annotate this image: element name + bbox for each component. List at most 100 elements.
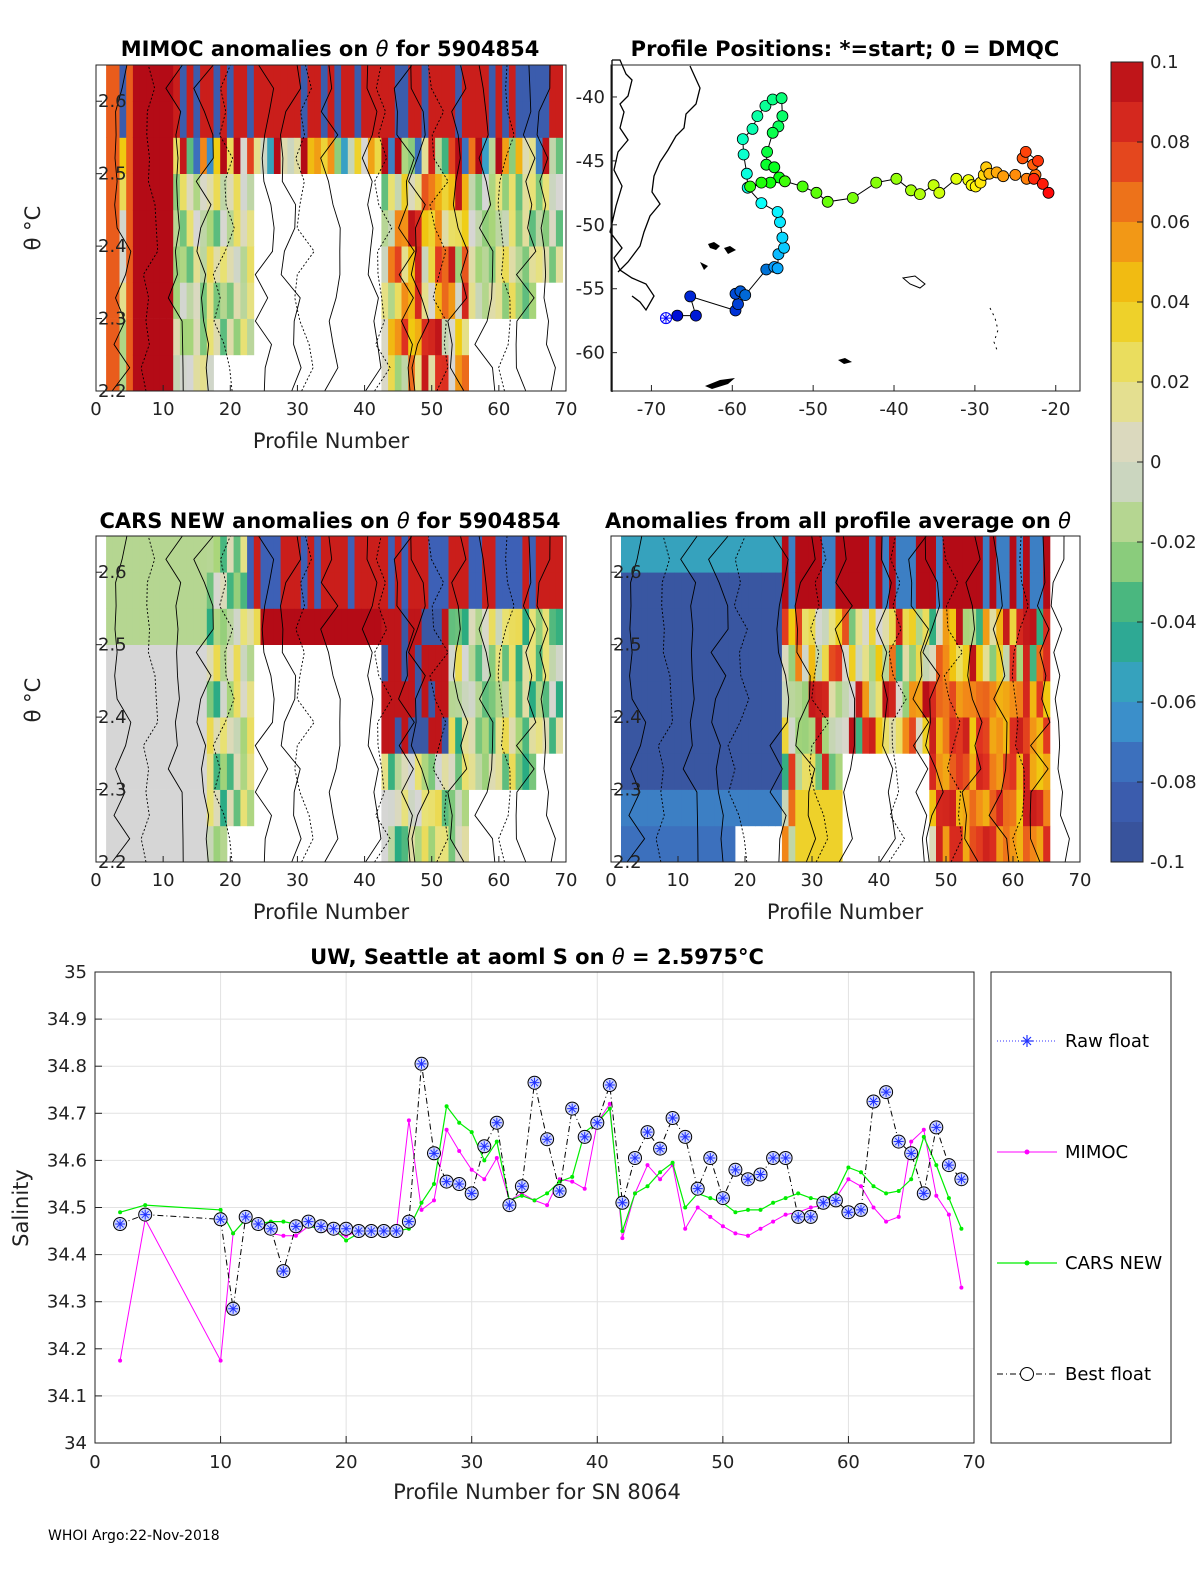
heatmap-cell: [842, 572, 850, 609]
heatmap-cell: [126, 644, 134, 682]
heatmap-cell: [862, 717, 870, 754]
heatmap-cell: [741, 608, 749, 645]
heatmap-cell: [347, 572, 355, 609]
heatmap-cell: [226, 717, 234, 754]
heatmap-cell: [455, 318, 463, 356]
heatmap-cell: [495, 536, 503, 573]
colorbar-swatch: [1111, 782, 1143, 823]
heatmap-cell: [989, 608, 997, 645]
heatmap-cell: [1043, 608, 1051, 645]
heatmap-cell: [159, 282, 167, 319]
heatmap-cell: [441, 536, 449, 573]
heatmap-cell: [701, 572, 709, 609]
heatmap-cell: [495, 101, 503, 138]
heatmap-cell: [549, 717, 557, 754]
colorbar-tick-label: 0: [1150, 452, 1161, 473]
heatmap-cell: [401, 825, 409, 863]
heatmap-cell: [388, 753, 396, 790]
heatmap-cell: [233, 282, 241, 319]
salinity-x-label: Profile Number for SN 8064: [393, 1480, 681, 1504]
heatmap-cell: [748, 572, 756, 609]
profile-position-marker: [755, 176, 768, 189]
heatmap-cell: [468, 137, 476, 174]
heatmap-cell: [627, 717, 635, 754]
heatmap-cell: [139, 608, 147, 645]
heatmap-cell: [455, 572, 463, 609]
contour-line: [140, 64, 159, 392]
heatmap-cell: [428, 644, 436, 682]
heatmap-cell: [701, 536, 709, 573]
heatmap-cell: [775, 608, 783, 645]
heatmap-cell: [828, 536, 836, 573]
y-tick-label: -60: [576, 343, 605, 364]
heatmap-cell: [828, 644, 836, 682]
heatmap-cell: [173, 572, 181, 609]
heatmap-cell: [455, 137, 463, 174]
heatmap-cell: [132, 318, 140, 356]
series-point-cars-new: [959, 1226, 964, 1231]
heatmap-cell: [529, 572, 537, 609]
series-point-mimoc: [695, 1205, 700, 1210]
series-point-mimoc: [457, 1149, 462, 1153]
heatmap-cell: [341, 137, 349, 174]
contour-line: [374, 64, 393, 392]
heatmap-cell: [273, 608, 281, 645]
heatmap-cell: [179, 753, 187, 790]
heatmap-cell: [206, 789, 214, 827]
heatmap-cell: [1036, 608, 1044, 645]
heatmap-cell: [962, 825, 970, 863]
heatmap-cell: [441, 717, 449, 754]
heatmap-cell: [220, 137, 228, 174]
heatmap-cell: [802, 572, 810, 609]
heatmap-cell: [688, 536, 696, 573]
heatmap-cell: [193, 318, 201, 356]
heatmap-cell: [247, 572, 255, 609]
heatmap-cell: [381, 644, 389, 682]
colorbar-tick-label: 0.06: [1150, 212, 1190, 233]
heatmap-cell: [495, 137, 503, 174]
raw-float-point: [466, 1188, 477, 1199]
profile-position-marker: [796, 180, 809, 193]
heatmap-cell: [728, 753, 736, 790]
heatmap-cell: [233, 608, 241, 645]
heatmap-cell: [186, 354, 194, 392]
contour-line: [447, 535, 469, 863]
heatmap-cell: [848, 608, 856, 645]
heatmap-cell: [106, 282, 114, 319]
heatmap-cell: [213, 753, 221, 790]
average-contours: [626, 535, 1070, 863]
x-tick-label: 50: [711, 1452, 734, 1473]
colorbar-tick-label: 0.04: [1150, 292, 1190, 313]
heatmap-cell: [502, 137, 510, 174]
heatmap-cell: [1029, 717, 1037, 754]
heatmap-cell: [260, 101, 268, 138]
profile-position-marker: [1032, 154, 1044, 167]
heatmap-cell: [126, 173, 134, 211]
contour-line: [193, 64, 214, 392]
heatmap-cell: [942, 608, 950, 645]
heatmap-cell: [627, 572, 635, 609]
contour-line: [280, 64, 302, 392]
heatmap-cell: [119, 282, 127, 319]
heatmap-cell: [166, 825, 174, 863]
heatmap-cell: [159, 65, 167, 102]
x-tick-label: 60: [487, 870, 510, 891]
heatmap-cell: [808, 572, 816, 609]
heatmap-cell: [869, 717, 877, 754]
heatmap-cell: [428, 753, 436, 790]
heatmap-cell: [735, 644, 743, 682]
heatmap-cell: [146, 173, 154, 211]
heatmap-cell: [482, 173, 490, 211]
profile-position-marker: [755, 197, 768, 210]
heatmap-cell: [475, 101, 483, 138]
heatmap-cell: [441, 101, 449, 138]
heatmap-cell: [802, 680, 810, 718]
contour-line: [374, 535, 393, 863]
profile-position-marker: [778, 241, 790, 254]
contour-line: [393, 535, 415, 863]
heatmap-cell: [555, 137, 563, 174]
heatmap-cell: [166, 246, 174, 283]
raw-float-point: [793, 1211, 804, 1222]
heatmap-cell: [132, 789, 140, 827]
x-tick-label: 70: [555, 399, 578, 420]
